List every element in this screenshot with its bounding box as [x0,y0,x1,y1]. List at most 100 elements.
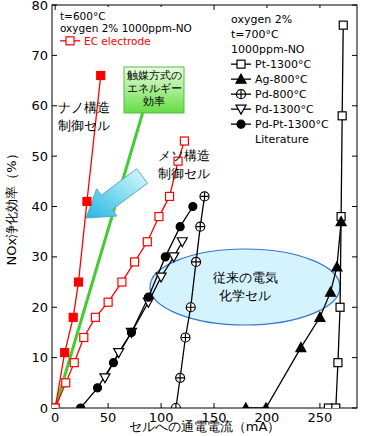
y-tick [352,156,357,157]
point [161,253,169,261]
y-tick [52,156,57,157]
point [52,404,59,408]
point [104,298,112,306]
marker-part [192,258,200,266]
annotation: 従来の電気 [213,270,278,285]
y-tick-label: 70 [31,48,48,63]
y-tick [52,357,57,358]
legend-header: 1000ppm-NO [231,43,305,56]
y-tick [352,206,357,207]
point [338,112,346,120]
marker-part [187,303,195,311]
legend: oxygen 2%t=700°C1000ppm-NOPt-1300°CAg-80… [228,8,334,149]
legend-label: Pd-800°C [255,88,307,101]
point [181,333,190,342]
legend-box [228,8,334,149]
point [180,137,188,145]
point [169,253,179,262]
legend-label: Pd-1300°C [255,103,314,116]
marker-part [186,303,195,312]
series-line [55,141,184,408]
y-tick-label: 10 [31,350,48,365]
marker-part [201,192,209,200]
marker-part [176,373,185,382]
y-tick-label: 80 [31,0,48,13]
point [80,333,88,341]
legend-marker [236,105,246,114]
point [155,213,163,221]
point [332,262,342,271]
y-tick [52,5,57,6]
marker-part [200,192,209,201]
point [241,403,251,408]
annotation: ナノ構造 [58,100,110,115]
y-tick-label: 30 [31,249,48,264]
x-tick-label: 50 [100,410,117,425]
point [171,404,180,409]
point [189,203,197,211]
point [62,379,70,387]
point [109,359,117,367]
legend-header: oxygen 2% [231,13,292,26]
point [91,313,99,321]
y-tick [52,256,57,257]
y-tick [52,105,57,106]
marker-part [181,333,190,342]
plot-frame [52,5,357,408]
x-tick-label: 250 [308,410,333,425]
legend-footer: Literature [255,133,309,146]
legend-marker [66,37,74,45]
y-tick [352,105,357,106]
point [192,257,201,266]
y-tick-label: 0 [40,401,48,416]
point [315,312,325,321]
marker-part [196,223,204,231]
point [326,287,336,296]
marker-part [176,374,184,382]
marker-part [181,333,189,341]
point [166,192,174,200]
point [156,273,166,282]
point [69,313,77,321]
point [176,373,185,382]
point [261,403,271,408]
legend: t=600°Coxygen 2% 1000ppm-NOEC electrode [57,7,192,51]
series-line [246,222,341,408]
point [94,384,102,392]
y-tick [352,55,357,56]
marker-part [171,404,180,409]
point [196,222,205,231]
x-tick-label: 0 [51,410,59,425]
x-tick [214,403,215,408]
point [83,197,91,205]
region-ellipse [150,249,340,325]
arrow [86,169,147,218]
y-tick [352,357,357,358]
point [118,278,126,286]
x-tick [319,403,320,408]
point [324,404,332,408]
efficiency-line [55,88,150,408]
legend-header: oxygen 2% 1000ppm-NO [60,22,192,34]
point [144,293,152,301]
y-tick-label: 60 [31,98,48,113]
point [177,238,187,247]
x-tick [55,5,56,10]
point [131,258,139,266]
legend-header: t=600°C [60,10,106,22]
point [61,349,69,357]
point [334,359,342,367]
annotation: 制御セル [158,166,210,181]
y-tick-label: 50 [31,149,48,164]
x-axis-label: セルへの通電電流（mA） [129,419,281,434]
annotation: エネルギー [127,82,182,94]
legend-label: Ag-800°C [255,73,308,86]
point [332,404,340,408]
point [52,404,59,408]
y-tick [352,5,357,6]
y-tick [52,307,57,308]
legend-marker [237,90,246,99]
y-tick [52,55,57,56]
annotation: 効率 [143,95,165,107]
y-tick [352,256,357,257]
